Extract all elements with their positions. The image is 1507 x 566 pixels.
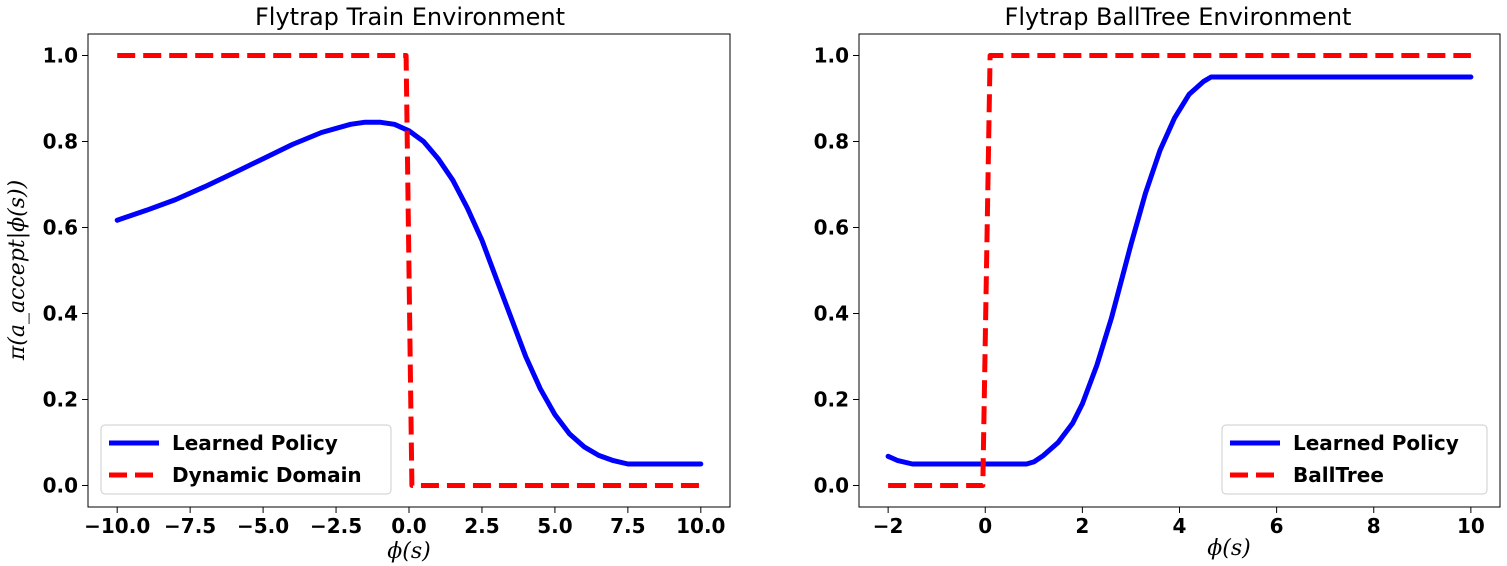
x-tick-label: 2 [1075, 514, 1089, 538]
x-tick-label: −10.0 [84, 514, 150, 538]
y-axis-ticks: 0.0 0.2 0.4 0.6 0.8 1.0 [814, 44, 859, 498]
chart-title: Flytrap Train Environment [255, 3, 565, 31]
plot-area [114, 53, 704, 488]
x-tick-label: −2 [873, 514, 904, 538]
x-axis-label: ϕ(s) [1207, 536, 1250, 561]
x-tick-label: 10.0 [676, 514, 725, 538]
y-tick-label: 0.0 [814, 474, 849, 498]
x-tick-label: 10 [1457, 514, 1485, 538]
x-axis-ticks: −2 0 2 4 6 8 10 [873, 507, 1485, 538]
x-tick-label: 0 [978, 514, 992, 538]
y-tick-label: 0.6 [814, 216, 849, 240]
x-tick-label: −2.5 [310, 514, 362, 538]
y-tick-label: 1.0 [814, 44, 849, 68]
legend-label-learned-policy: Learned Policy [172, 431, 338, 455]
legend-label-learned-policy: Learned Policy [1293, 431, 1459, 455]
y-tick-label: 0.8 [43, 130, 78, 154]
y-tick-label: 0.8 [814, 130, 849, 154]
y-tick-label: 1.0 [43, 44, 78, 68]
legend-label-dynamic-domain: Dynamic Domain [172, 463, 362, 487]
y-axis-ticks: 0.0 0.2 0.4 0.6 0.8 1.0 [43, 44, 88, 498]
x-tick-label: 0.0 [391, 514, 426, 538]
legend-box [100, 424, 392, 495]
legend-label-balltree: BallTree [1293, 463, 1384, 487]
legend-box [1221, 424, 1488, 495]
x-tick-label: 2.5 [464, 514, 499, 538]
chart-title: Flytrap BallTree Environment [1005, 3, 1352, 31]
y-axis-label: π(a_accept|ϕ(s)) [5, 180, 30, 361]
series-line-learned-policy [114, 119, 704, 467]
x-tick-label: 5.0 [537, 514, 572, 538]
x-tick-label: −7.5 [164, 514, 216, 538]
x-axis-ticks: −10.0 −7.5 −5.0 −2.5 0.0 2.5 5.0 7.5 10.0 [84, 507, 725, 538]
x-tick-label: 6 [1270, 514, 1284, 538]
x-tick-label: 8 [1367, 514, 1381, 538]
y-tick-label: 0.2 [43, 388, 78, 412]
y-tick-label: 0.0 [43, 474, 78, 498]
x-tick-label: −5.0 [237, 514, 289, 538]
y-tick-label: 0.2 [814, 388, 849, 412]
right-chart: Flytrap BallTree Environment −2 0 2 4 6 8 10 0… [814, 3, 1501, 561]
y-tick-label: 0.4 [814, 302, 849, 326]
plot-area [885, 53, 1474, 488]
x-axis-label: ϕ(s) [387, 539, 430, 564]
legend: Learned Policy Dynamic Domain [100, 424, 392, 495]
legend: Learned Policy BallTree [1221, 424, 1488, 495]
series-line-learned-policy [885, 74, 1474, 467]
x-tick-label: 4 [1173, 514, 1187, 538]
series-line-balltree [888, 53, 1471, 488]
series-line-dynamic-domain [117, 53, 701, 488]
x-tick-label: 7.5 [610, 514, 645, 538]
y-tick-label: 0.6 [43, 216, 78, 240]
y-tick-label: 0.4 [43, 302, 78, 326]
left-chart: Flytrap Train Environment −10.0 −7.5 −5.0−… [5, 3, 731, 564]
